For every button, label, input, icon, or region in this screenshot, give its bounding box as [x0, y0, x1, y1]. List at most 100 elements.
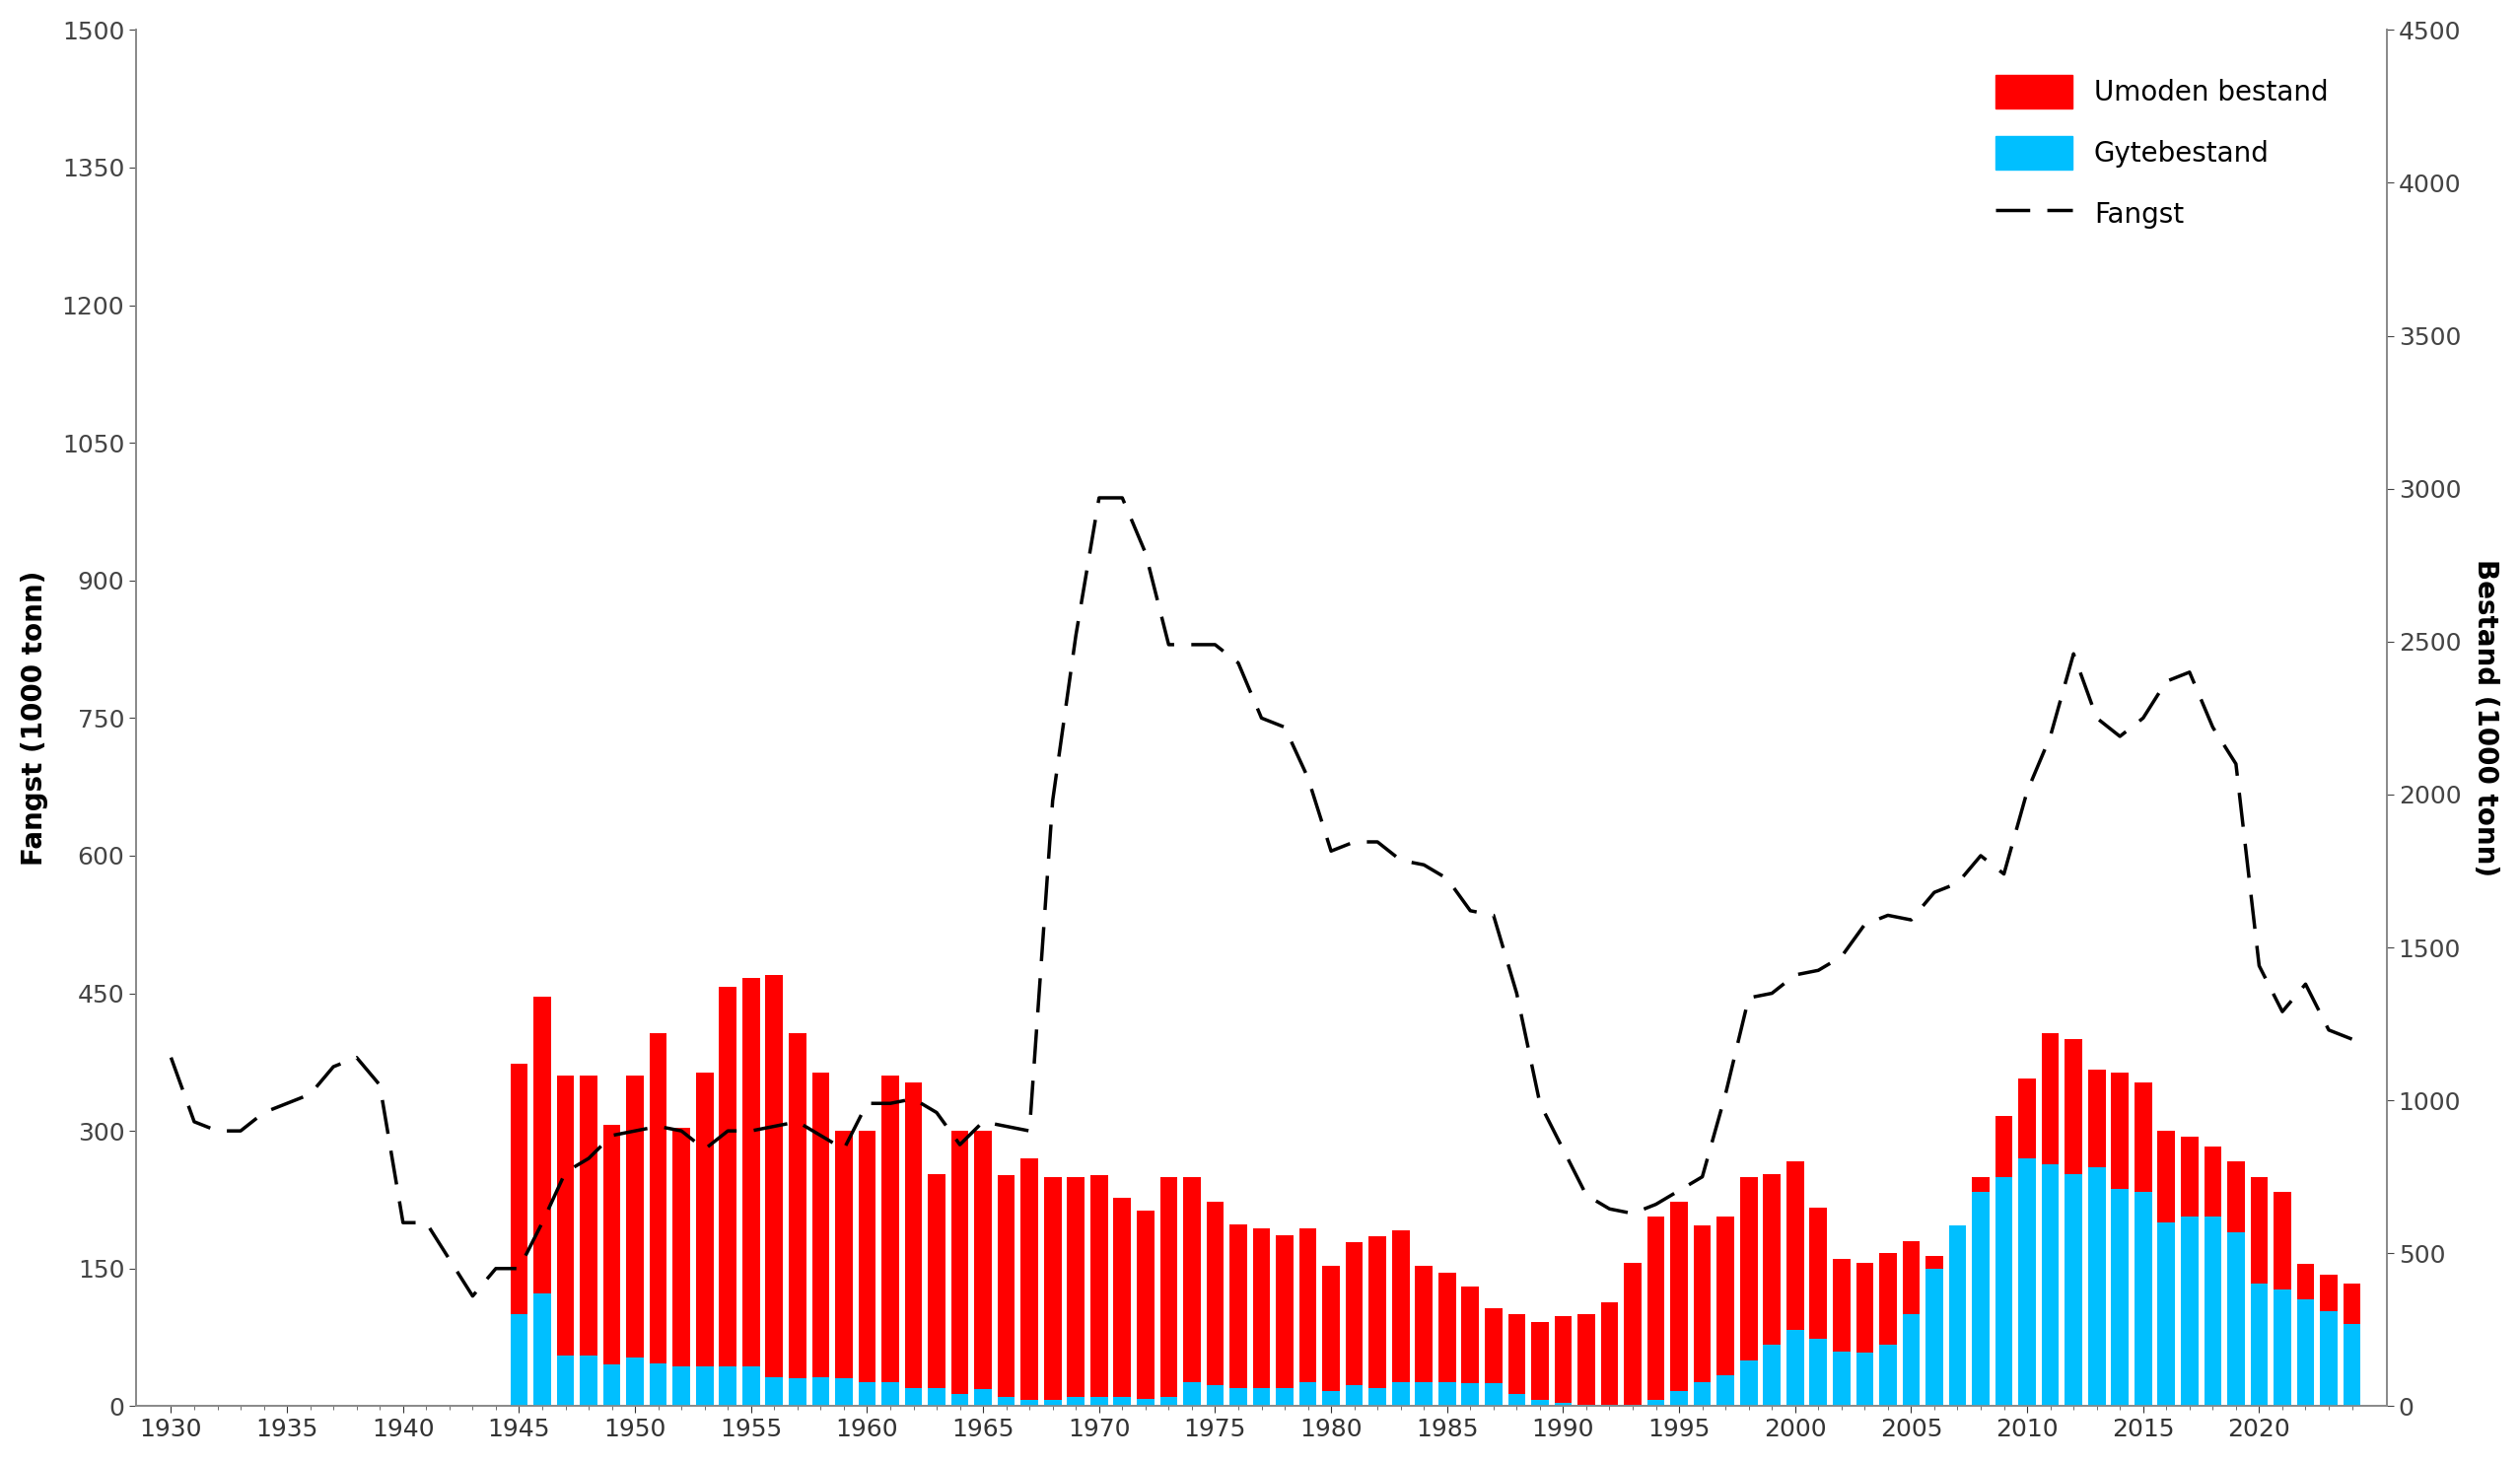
Bar: [1484, 1383, 1502, 1406]
Bar: [650, 1034, 668, 1406]
Bar: [927, 1174, 945, 1406]
Bar: [1948, 1225, 1966, 1406]
Bar: [2041, 1165, 2059, 1406]
Bar: [882, 1382, 900, 1406]
Bar: [1578, 1405, 1595, 1406]
Bar: [834, 1379, 852, 1406]
Bar: [1230, 1224, 1247, 1406]
Bar: [2089, 1168, 2104, 1406]
Bar: [1578, 1314, 1595, 1406]
Bar: [1693, 1382, 1711, 1406]
Bar: [2296, 1300, 2313, 1406]
Bar: [882, 1076, 900, 1406]
Bar: [580, 1355, 597, 1406]
Bar: [2019, 1079, 2036, 1406]
Bar: [1671, 1202, 1688, 1406]
Bar: [950, 1132, 968, 1406]
Bar: [534, 1292, 552, 1406]
Bar: [950, 1393, 968, 1406]
Bar: [2112, 1073, 2129, 1406]
Bar: [2019, 1158, 2036, 1406]
Bar: [580, 1076, 597, 1406]
Bar: [1252, 1387, 1270, 1406]
Bar: [1973, 1177, 1988, 1406]
Bar: [1600, 1405, 1618, 1406]
Bar: [1346, 1385, 1363, 1406]
Bar: [673, 1127, 690, 1406]
Bar: [1323, 1390, 1341, 1406]
Bar: [1716, 1216, 1734, 1406]
Bar: [2205, 1146, 2223, 1406]
Bar: [1346, 1243, 1363, 1406]
Bar: [673, 1367, 690, 1406]
Bar: [1368, 1237, 1386, 1406]
Bar: [1275, 1235, 1293, 1406]
Bar: [1764, 1174, 1782, 1406]
Bar: [1439, 1273, 1457, 1406]
Bar: [2228, 1161, 2245, 1406]
Bar: [1996, 1177, 2013, 1406]
Bar: [998, 1175, 1016, 1406]
Y-axis label: Bestand (1000 tonn): Bestand (1000 tonn): [2472, 560, 2500, 877]
Bar: [627, 1357, 643, 1406]
Bar: [1996, 1116, 2013, 1406]
Bar: [2344, 1284, 2361, 1406]
Bar: [859, 1132, 877, 1406]
Bar: [696, 1367, 713, 1406]
Bar: [1832, 1259, 1850, 1406]
Bar: [2089, 1070, 2104, 1406]
Bar: [1648, 1216, 1666, 1406]
Bar: [1252, 1228, 1270, 1406]
Bar: [1066, 1177, 1084, 1406]
Bar: [1137, 1211, 1154, 1406]
Bar: [1043, 1401, 1061, 1406]
Bar: [1623, 1262, 1641, 1406]
Bar: [975, 1132, 993, 1406]
Bar: [2296, 1265, 2313, 1406]
Bar: [1462, 1383, 1479, 1406]
Bar: [2321, 1311, 2339, 1406]
Bar: [718, 1367, 736, 1406]
Bar: [1623, 1405, 1641, 1406]
Bar: [534, 996, 552, 1406]
Bar: [1021, 1401, 1038, 1406]
Bar: [1230, 1387, 1247, 1406]
Bar: [2180, 1137, 2197, 1406]
Bar: [2064, 1039, 2082, 1406]
Bar: [1439, 1382, 1457, 1406]
Bar: [1925, 1256, 1943, 1406]
Bar: [1021, 1158, 1038, 1406]
Bar: [811, 1377, 829, 1406]
Bar: [859, 1382, 877, 1406]
Bar: [557, 1355, 575, 1406]
Bar: [650, 1364, 668, 1406]
Bar: [1275, 1387, 1293, 1406]
Bar: [1416, 1266, 1431, 1406]
Bar: [1391, 1231, 1409, 1406]
Bar: [1323, 1266, 1341, 1406]
Bar: [1207, 1202, 1225, 1406]
Bar: [2321, 1275, 2339, 1406]
Bar: [512, 1314, 527, 1406]
Bar: [1716, 1376, 1734, 1406]
Bar: [2273, 1192, 2291, 1406]
Bar: [1207, 1385, 1225, 1406]
Bar: [1159, 1177, 1177, 1406]
Bar: [1764, 1345, 1782, 1406]
Bar: [998, 1398, 1016, 1406]
Bar: [1300, 1382, 1315, 1406]
Bar: [789, 1034, 806, 1406]
Bar: [1880, 1345, 1898, 1406]
Bar: [1484, 1308, 1502, 1406]
Bar: [2205, 1216, 2223, 1406]
Bar: [1368, 1387, 1386, 1406]
Bar: [766, 1377, 784, 1406]
Bar: [1159, 1398, 1177, 1406]
Bar: [975, 1389, 993, 1406]
Bar: [1184, 1177, 1200, 1406]
Bar: [1809, 1208, 1827, 1406]
Bar: [1857, 1352, 1872, 1406]
Bar: [1925, 1269, 1943, 1406]
Bar: [1973, 1192, 1988, 1406]
Bar: [2157, 1222, 2175, 1406]
